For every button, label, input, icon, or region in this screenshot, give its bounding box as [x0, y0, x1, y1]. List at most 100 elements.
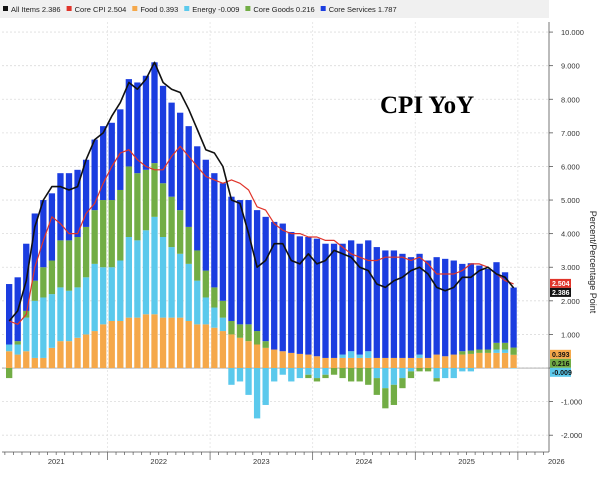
bar-segment	[305, 237, 312, 355]
bar-segment	[348, 357, 355, 369]
bar-segment	[202, 324, 209, 369]
bar-segment	[40, 267, 47, 298]
bar-segment	[313, 238, 321, 357]
bar-segment	[450, 368, 457, 379]
bar-segment	[236, 337, 244, 369]
value-tag	[550, 358, 571, 368]
bar-segment	[339, 368, 346, 379]
bar-segment	[313, 368, 321, 379]
series-line	[8, 61, 515, 322]
bar-segment	[390, 250, 398, 358]
bar-segment	[151, 216, 158, 315]
bar-segment	[185, 126, 192, 227]
bar-segment	[185, 263, 192, 321]
bar-segment	[134, 240, 141, 318]
bar-segment	[117, 189, 124, 261]
bar-segment	[245, 200, 252, 325]
bar-segment	[416, 368, 423, 372]
bar-segment	[399, 378, 406, 389]
legend-swatch	[320, 6, 326, 11]
bar-segment	[407, 371, 415, 379]
bar-segment	[151, 314, 158, 369]
bar-segment	[296, 353, 303, 369]
y-tick-label: 9.000	[561, 62, 580, 71]
bar-segment	[382, 388, 389, 409]
legend-swatch	[184, 6, 190, 11]
bar-segment	[373, 247, 380, 358]
bar-segment	[245, 368, 252, 395]
bar-segment	[117, 260, 124, 321]
bar-segment	[228, 334, 235, 369]
bar-segment	[365, 357, 372, 369]
bar-segment	[459, 263, 466, 352]
bar-segment	[442, 368, 449, 379]
bar-segment	[31, 357, 38, 369]
x-tick-label: 2024	[356, 457, 373, 466]
bar-segment	[424, 368, 432, 372]
bar-segment	[211, 327, 218, 369]
bar-segment	[57, 341, 64, 369]
bar-segment	[253, 368, 261, 419]
bar-segment	[493, 349, 500, 353]
bar-segment	[424, 260, 432, 358]
bar-segment	[467, 368, 474, 372]
bar-segment	[159, 317, 167, 369]
bar-segment	[382, 250, 389, 358]
bar-segment	[65, 341, 73, 369]
bar-segment	[236, 324, 244, 338]
bar-segment	[305, 368, 312, 375]
bar-segment	[74, 287, 81, 338]
bar-segment	[348, 368, 355, 382]
bar-segment	[322, 368, 329, 375]
bar-segment	[373, 357, 380, 369]
bar-segment	[253, 344, 261, 369]
bar-segment	[390, 368, 398, 385]
bar-segment	[31, 280, 38, 301]
bar-segment	[348, 351, 355, 358]
bar-segment	[108, 320, 115, 369]
bar-segment	[476, 349, 483, 353]
bar-segment	[194, 146, 201, 251]
series-line	[8, 145, 514, 325]
bar-segment	[356, 357, 363, 369]
bar-segment	[271, 349, 278, 369]
bar-segment	[91, 210, 98, 264]
bar-segment	[262, 347, 269, 369]
bar-segment	[399, 253, 406, 358]
bar-segment	[142, 230, 150, 315]
bar-segment	[322, 243, 329, 358]
y-tick-label: 10.000	[561, 28, 584, 37]
bar-segment	[151, 163, 158, 217]
legend-swatch	[66, 6, 72, 11]
bar-segment	[262, 368, 269, 405]
bar-segment	[236, 368, 244, 382]
bar-segment	[194, 250, 201, 281]
bar-segment	[288, 368, 295, 382]
bar-segment	[168, 317, 175, 369]
stacked-bars	[6, 62, 517, 419]
bar-segment	[6, 351, 13, 369]
bar-segment	[134, 317, 141, 369]
value-tags: 2.504 2.386 0.393 0.216 -0.009	[550, 278, 572, 377]
bar-segment	[82, 226, 90, 278]
bar-segment	[330, 357, 338, 369]
bar-segment	[373, 368, 380, 379]
bar-segment	[14, 344, 21, 355]
bar-segment	[433, 257, 440, 355]
bar-segment	[262, 341, 269, 348]
x-tick-label: 2026	[548, 457, 565, 466]
y-tick-label: 2.000	[561, 297, 580, 306]
bar-segment	[219, 317, 227, 332]
bar-segment	[82, 334, 90, 369]
bar-segment	[117, 109, 124, 190]
value-tag	[550, 278, 571, 288]
bar-segment	[253, 210, 261, 332]
bar-segment	[100, 324, 107, 369]
bar-segment	[459, 368, 466, 372]
bar-segment	[467, 353, 474, 369]
bar-segment	[151, 62, 158, 164]
series-lines	[8, 61, 515, 325]
bar-segment	[493, 262, 500, 343]
bar-segment	[219, 300, 227, 318]
